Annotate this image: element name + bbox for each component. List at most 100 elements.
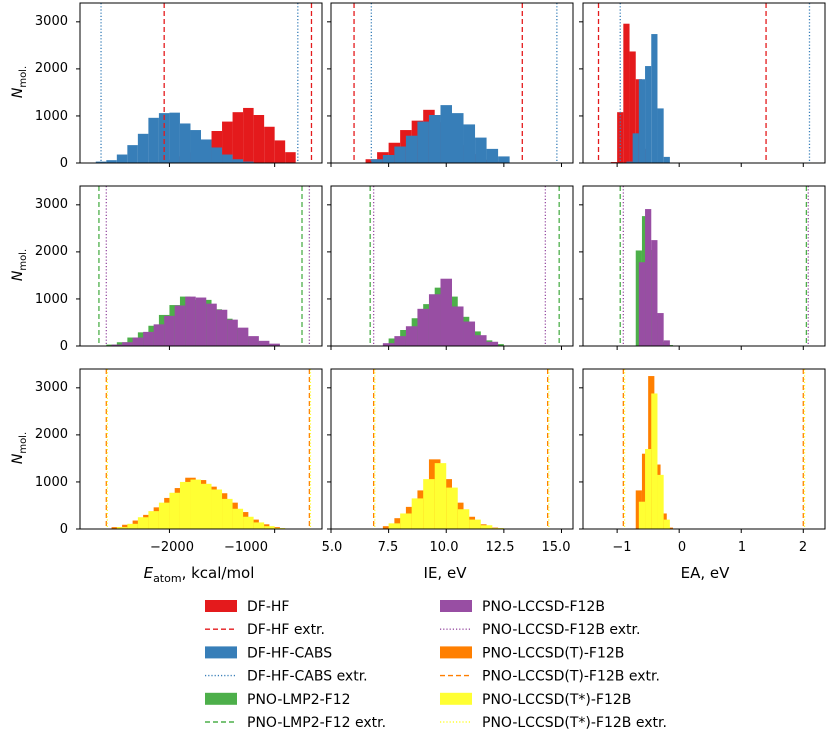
histogram-bar (216, 309, 228, 346)
histogram-bar (122, 342, 133, 346)
histogram-bar (638, 501, 646, 529)
legend-patch (440, 646, 472, 659)
histogram-bar (626, 161, 633, 163)
legend-entry: PNO-LCCSD(T)-F12B (440, 645, 624, 661)
histogram-bar (274, 140, 286, 163)
legend-label: PNO-LMP2-F12 (247, 692, 351, 708)
histogram-bar (394, 146, 406, 163)
histogram-bar (158, 113, 170, 163)
histogram-bar (264, 126, 275, 163)
legend-entry: PNO-LCCSD-F12B extr. (440, 622, 640, 638)
ytick-label: 3000 (35, 14, 68, 29)
xlabel-ie: IE, eV (424, 564, 468, 582)
legend-label: PNO-LCCSD(T)-F12B extr. (482, 669, 660, 685)
axes-frame (79, 368, 323, 530)
xtick-label-ie-4: 15.0 (542, 540, 571, 555)
histogram-bar (201, 483, 212, 529)
histogram-bar (651, 240, 658, 346)
legend-patch (440, 692, 472, 705)
histogram-bar (222, 154, 233, 163)
histogram-bar (158, 502, 170, 529)
legend-patch (205, 646, 237, 659)
xtick-label-ea-3: 2 (799, 540, 807, 555)
histogram-bar (211, 147, 223, 163)
histogram-bar (132, 337, 144, 346)
histogram-bar (657, 474, 664, 529)
legend-entry: PNO-LMP2-F12 (205, 692, 351, 708)
legend-patch (205, 600, 237, 612)
xtick-label-ie-0: 5.0 (322, 540, 343, 555)
histogram-bar (475, 335, 487, 346)
ytick-label: 2000 (35, 427, 68, 442)
histogram-bar (106, 344, 117, 346)
ytick-label: 0 (60, 339, 68, 354)
panel-r2-c0 (76, 368, 323, 533)
histogram-bar (201, 139, 212, 163)
legend-label: PNO-LMP2-F12 extr. (247, 715, 386, 731)
histogram-bar (645, 66, 652, 163)
histogram-bar (169, 112, 180, 163)
histogram-bar (452, 113, 464, 163)
panel-r2-c2 (579, 368, 826, 533)
panel-r2-c1 (327, 368, 574, 533)
histogram-bar (498, 156, 510, 163)
histogram-bar (185, 296, 196, 346)
xtick-label-energy-1: −1000 (224, 540, 268, 555)
histogram-bar (148, 117, 159, 163)
histogram-bar (116, 154, 128, 163)
histogram-bar (440, 105, 452, 163)
ytick-label: 0 (60, 522, 68, 537)
histogram-bar (248, 336, 259, 346)
legend-label: PNO-LCCSD(T*)-F12B extr. (482, 715, 667, 731)
histogram-bar (417, 308, 429, 346)
panel-r0-c0 (76, 2, 323, 167)
xtick-label-ea-2: 1 (738, 540, 746, 555)
histogram-bar (148, 511, 159, 529)
histogram-bar (405, 135, 418, 163)
histogram-bar (227, 319, 238, 346)
legend-patch (440, 600, 472, 612)
histogram-bar (434, 463, 447, 529)
histogram-bar (169, 492, 180, 529)
histogram-bar (253, 522, 265, 529)
histogram-bar (405, 326, 418, 346)
legend-label: PNO-LCCSD-F12B extr. (482, 622, 640, 638)
histogram-bar (475, 137, 487, 163)
histogram-bar (452, 306, 464, 346)
panel-r0-c2 (579, 2, 826, 167)
histogram-bar (143, 331, 154, 346)
axes-frame (330, 2, 574, 164)
histogram-bar (411, 498, 424, 529)
histogram-bar (651, 393, 658, 529)
histogram-bar (428, 115, 441, 163)
legend-entry: DF-HF (205, 599, 289, 615)
legend-label: DF-HF-CABS extr. (247, 669, 368, 685)
histogram-bar (382, 343, 395, 346)
histogram-bar (179, 123, 191, 163)
histogram-bar (446, 487, 458, 529)
ytick-label: 1000 (35, 109, 68, 124)
axes-frame (79, 2, 323, 164)
histogram-bar (657, 313, 664, 346)
ytick-label: 2000 (35, 61, 68, 76)
ytick-label: 3000 (35, 380, 68, 395)
histogram-bar (95, 161, 107, 163)
histogram-bar (663, 340, 670, 346)
histogram-bar (111, 344, 123, 346)
legend-label: DF-HF (247, 599, 289, 615)
legend-label: DF-HF extr. (247, 622, 325, 638)
legend-patch (205, 692, 237, 705)
xlabel-energy: Eatom, kcal/mol (144, 564, 255, 585)
ytick-label: 2000 (35, 244, 68, 259)
histogram-bar (232, 112, 244, 163)
histogram-bar (469, 519, 481, 529)
histogram-bar (394, 336, 406, 346)
legend-entry: DF-HF extr. (205, 622, 325, 638)
legend-label: DF-HF-CABS (247, 645, 332, 661)
histogram-bar (635, 250, 642, 346)
histogram-bar (635, 490, 642, 529)
histogram-bar (388, 523, 401, 529)
histogram-bar (137, 133, 149, 163)
histogram-bar (211, 131, 223, 163)
